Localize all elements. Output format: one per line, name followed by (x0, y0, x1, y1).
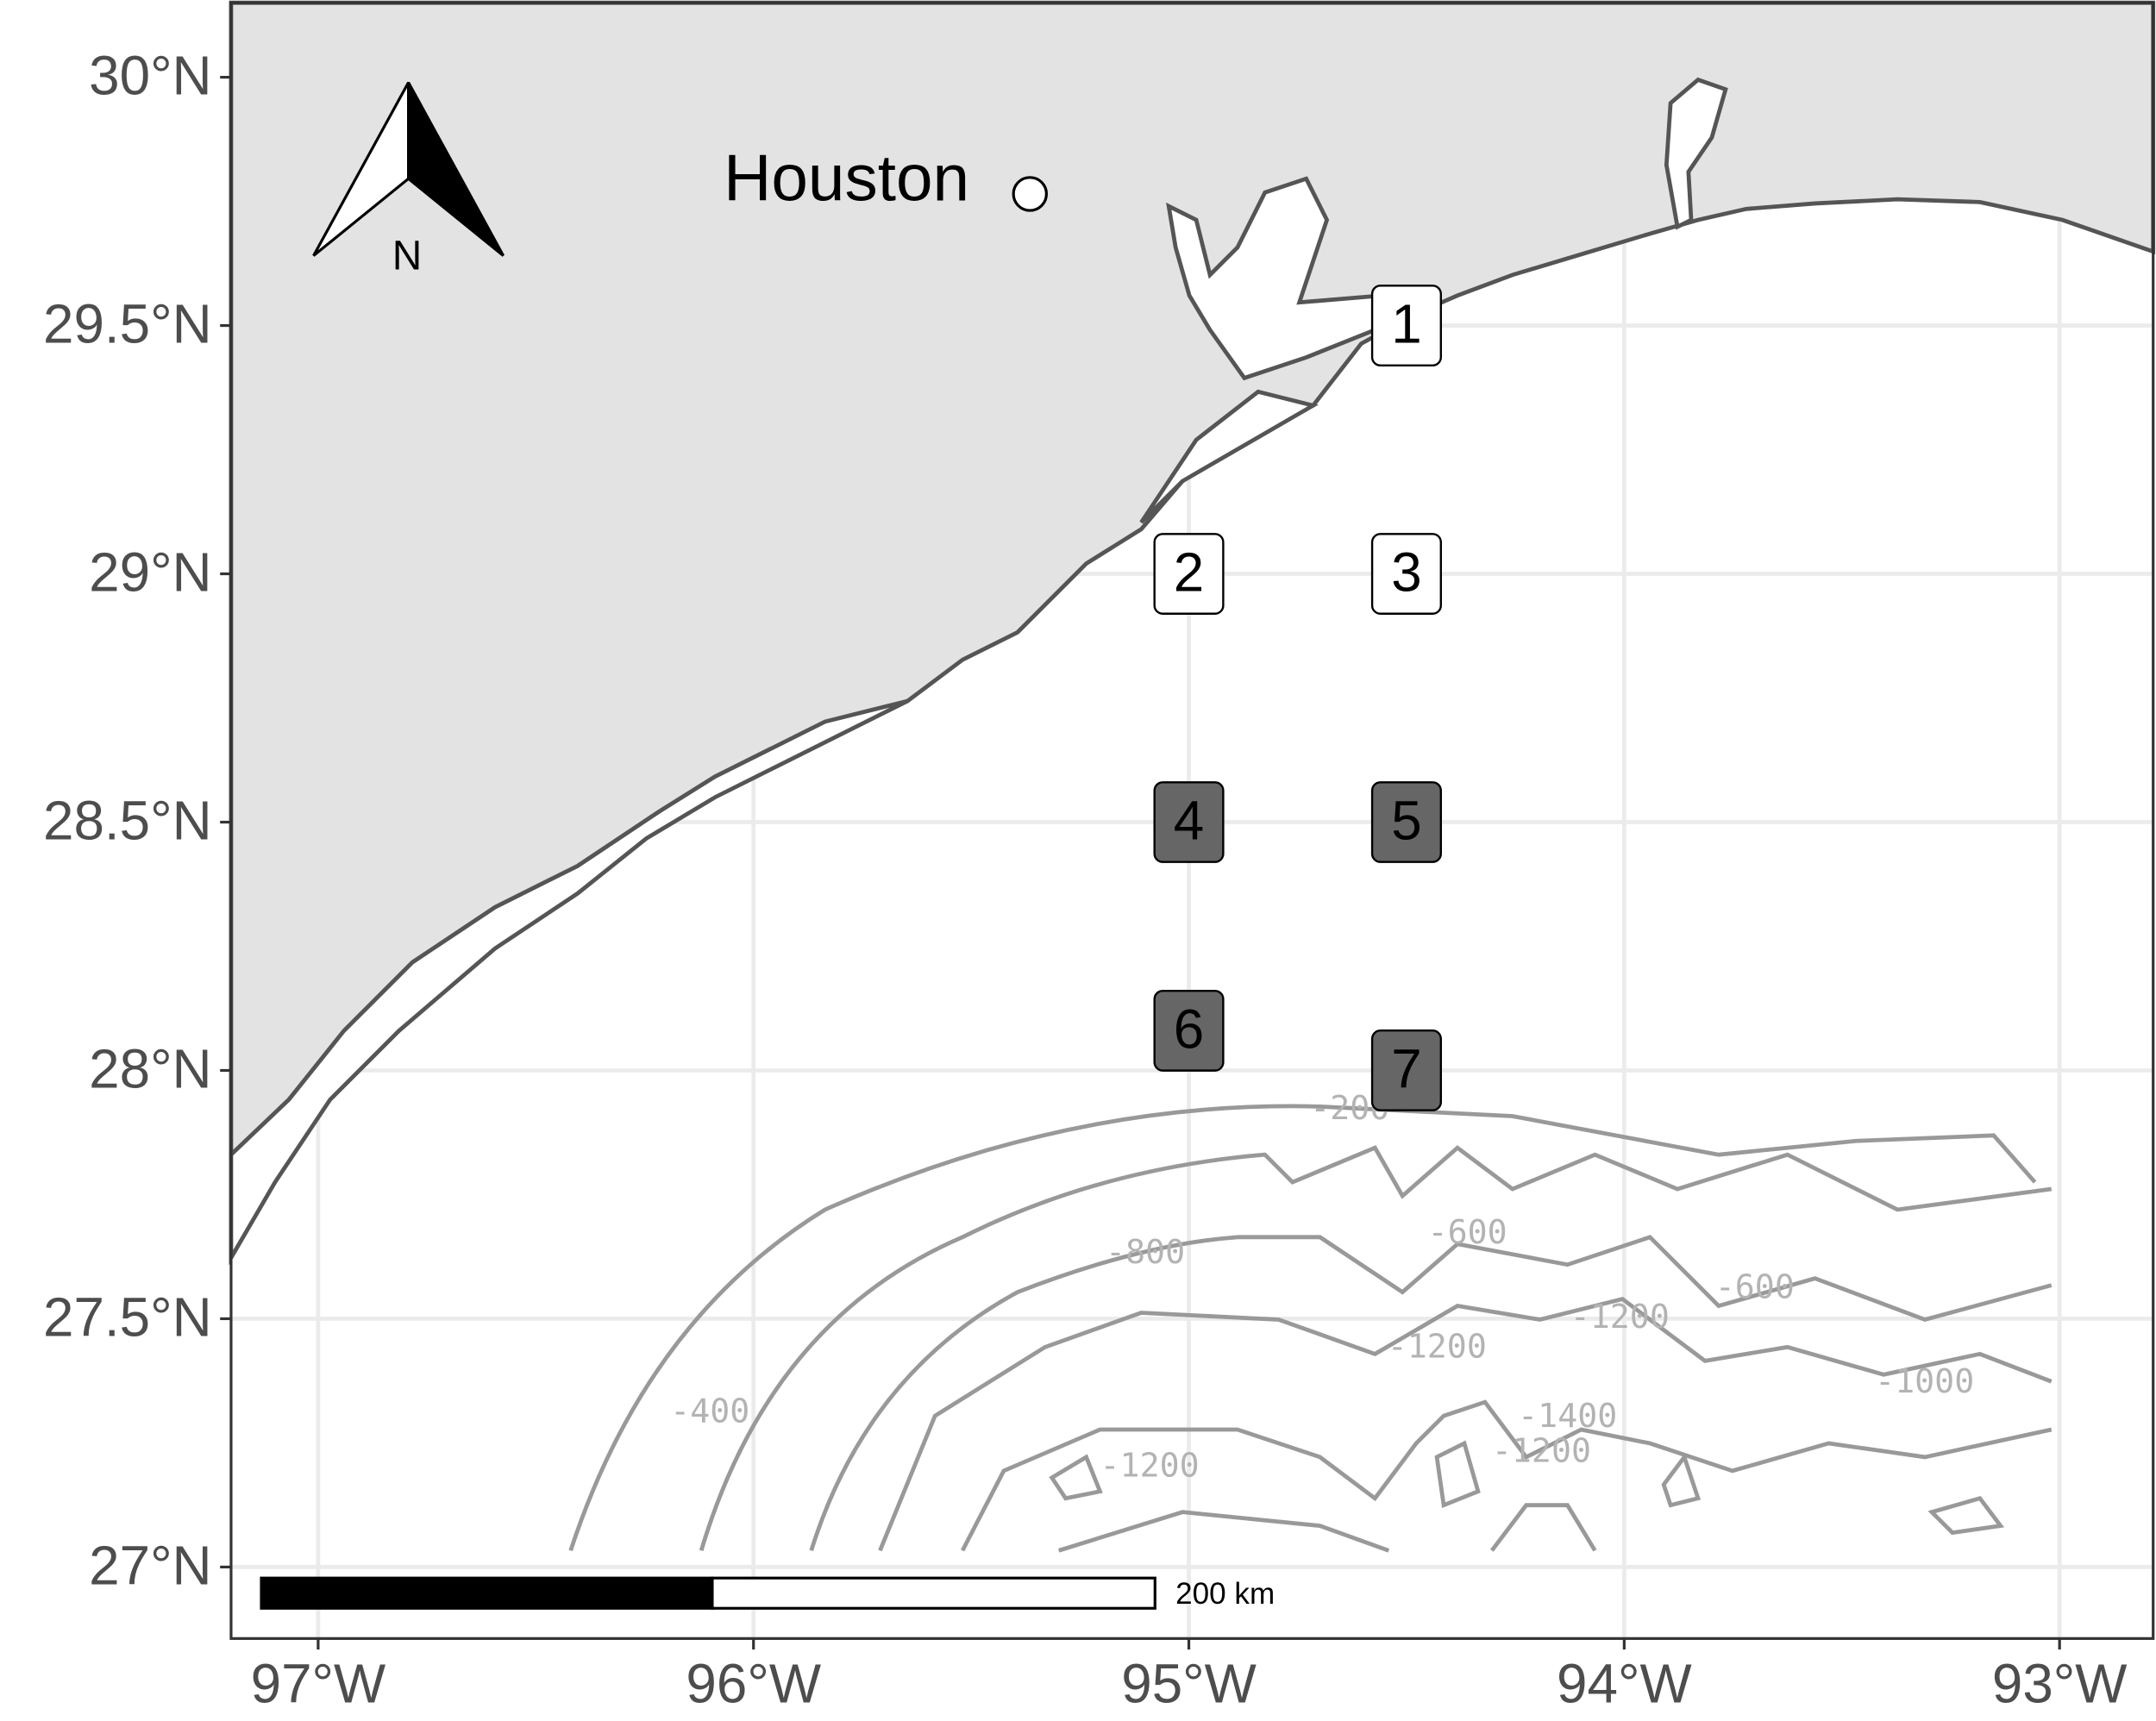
y-tick-label: 29.5°N (43, 293, 212, 355)
lagoon (1139, 389, 1319, 524)
panel-border (229, 1, 2155, 1640)
station-label: 4 (1174, 790, 1204, 852)
north-arrow: N (312, 81, 505, 278)
station-box (1370, 781, 1442, 863)
scale-bar-label: 200 km (1175, 1577, 1275, 1611)
station-box (1153, 989, 1225, 1072)
station-box (1153, 781, 1225, 863)
contour-label: -1200 (1100, 1447, 1200, 1486)
contour-label: -1000 (1875, 1362, 1974, 1401)
north-arrow-right (407, 81, 505, 257)
x-tick-label: 95°W (1121, 1653, 1257, 1715)
x-tick-label: 96°W (686, 1653, 821, 1715)
station-box (1370, 285, 1442, 366)
contour-line (1049, 1440, 2005, 1536)
y-tick-label: 27.5°N (43, 1286, 212, 1348)
contour-label: -400 (670, 1392, 749, 1430)
station-box (1153, 533, 1225, 615)
station-box (1370, 1029, 1442, 1111)
station-label: 7 (1391, 1037, 1421, 1099)
station-box (1370, 533, 1442, 615)
y-tick-label: 29°N (89, 541, 211, 604)
contour-label: -1400 (1518, 1397, 1617, 1436)
contour-label: -800 (1106, 1233, 1185, 1272)
y-tick-label: 30°N (89, 45, 211, 107)
y-tick-label: 27°N (89, 1534, 211, 1596)
scale-bar-black (260, 1576, 714, 1610)
contour-line (568, 1104, 2037, 1552)
x-tick-label: 94°W (1557, 1653, 1692, 1715)
station-label: 1 (1391, 293, 1421, 355)
station-label: 2 (1174, 541, 1204, 604)
y-tick-label: 28°N (89, 1037, 211, 1099)
city-marker (1012, 176, 1049, 212)
scale-bar-white (711, 1576, 1156, 1610)
contour-line (809, 1235, 2053, 1552)
contour-label: -1200 (1388, 1327, 1487, 1366)
depth-contours (568, 1104, 2053, 1553)
station-label: 5 (1391, 790, 1421, 852)
scale-bar: 200 km (260, 1576, 1275, 1611)
contour-label: -600 (1715, 1267, 1795, 1306)
contour-label: -1200 (1492, 1431, 1591, 1470)
sabine-lake (1664, 77, 1728, 230)
city-label: Houston (724, 141, 969, 215)
contour-line (878, 1296, 2053, 1552)
station-label: 6 (1174, 998, 1204, 1060)
galveston-bay (1166, 176, 1421, 381)
contour-line (699, 1145, 2053, 1551)
contour-label: -1200 (1570, 1298, 1670, 1336)
x-tick-label: 97°W (251, 1653, 386, 1715)
overlay: -200-600-800-600-1200-1200-400-1000-1200… (670, 141, 1974, 1485)
contour-label: -600 (1428, 1213, 1507, 1252)
contour-line (1489, 1503, 1597, 1552)
contour-line (960, 1399, 2053, 1552)
station-label: 3 (1391, 541, 1421, 604)
y-tick-label: 28.5°N (43, 790, 212, 852)
x-tick-label: 93°W (1992, 1653, 2128, 1715)
land (229, 0, 2156, 1266)
contour-line (1057, 1510, 1390, 1553)
north-label: N (392, 233, 423, 278)
